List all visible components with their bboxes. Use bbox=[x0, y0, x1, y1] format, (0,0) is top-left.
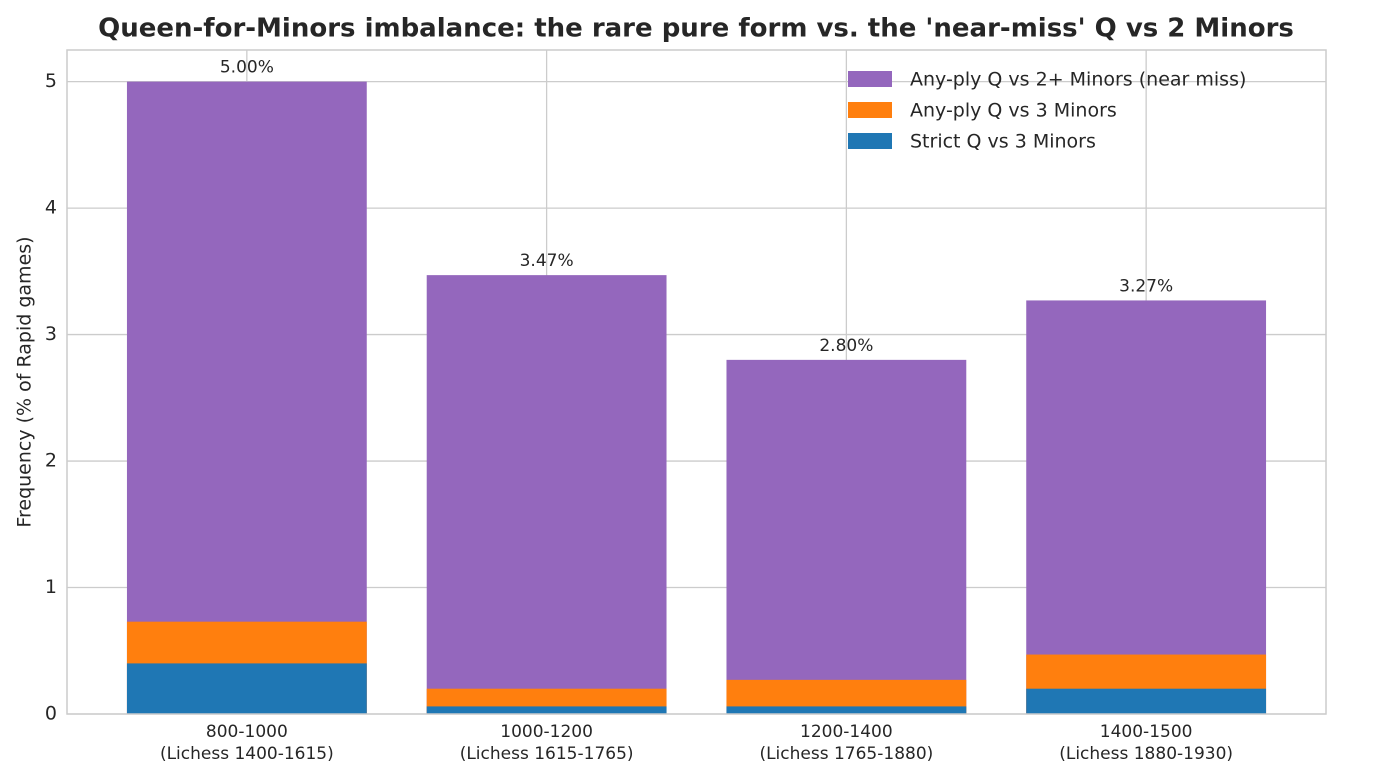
bar bbox=[126, 81, 367, 715]
y-tick-label: 0 bbox=[45, 703, 57, 725]
value-label: 3.27% bbox=[1119, 276, 1173, 296]
x-tick-label: (Lichess 1400-1615) bbox=[160, 744, 334, 764]
bar bbox=[426, 706, 667, 714]
x-tick-label: 800-1000 bbox=[206, 722, 288, 742]
y-tick-label: 1 bbox=[45, 576, 57, 598]
legend-label: Strict Q vs 3 Minors bbox=[910, 131, 1096, 153]
legend-label: Any-ply Q vs 3 Minors bbox=[910, 100, 1117, 122]
bar bbox=[726, 359, 967, 714]
bar bbox=[1026, 300, 1267, 714]
x-tick-label: 1400-1500 bbox=[1100, 722, 1193, 742]
x-tick-label: 1000-1200 bbox=[500, 722, 593, 742]
legend-swatch bbox=[848, 71, 892, 87]
legend-swatch bbox=[848, 133, 892, 149]
value-label: 2.80% bbox=[819, 336, 873, 356]
value-label: 5.00% bbox=[220, 58, 274, 78]
y-tick-label: 5 bbox=[45, 70, 57, 92]
plot-frame bbox=[66, 49, 1327, 715]
legend: Any-ply Q vs 2+ Minors (near miss) Any-pl… bbox=[848, 69, 1246, 153]
bar bbox=[726, 706, 967, 714]
y-tick-label: 3 bbox=[45, 323, 57, 345]
legend-swatch bbox=[848, 102, 892, 118]
value-label: 3.47% bbox=[520, 251, 574, 271]
y-axis-label: Frequency (% of Rapid games) bbox=[14, 236, 36, 527]
x-tick-label: 1200-1400 bbox=[800, 722, 893, 742]
y-tick-label: 2 bbox=[45, 450, 57, 472]
bar bbox=[126, 663, 367, 714]
legend-label: Any-ply Q vs 2+ Minors (near miss) bbox=[910, 69, 1246, 91]
bar bbox=[1026, 688, 1267, 714]
x-tick-label: (Lichess 1880-1930) bbox=[1059, 744, 1233, 764]
chart-title: Queen-for-Minors imbalance: the rare pur… bbox=[98, 14, 1294, 44]
y-tick-label: 4 bbox=[45, 197, 57, 219]
x-tick-label: (Lichess 1615-1765) bbox=[460, 744, 634, 764]
bar bbox=[426, 275, 667, 714]
x-tick-label: (Lichess 1765-1880) bbox=[759, 744, 933, 764]
